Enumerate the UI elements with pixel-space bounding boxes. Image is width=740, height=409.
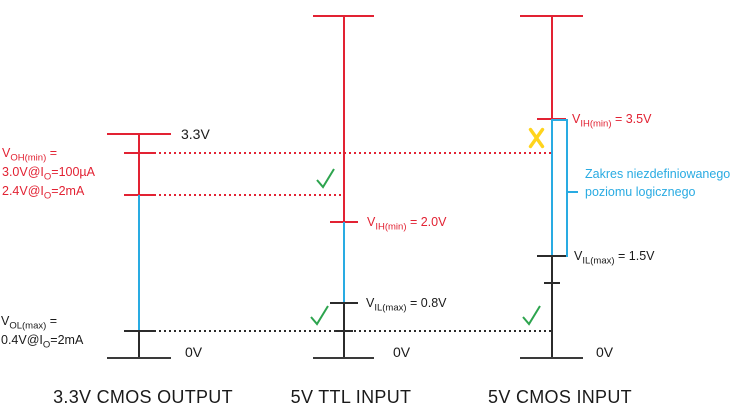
segment-high-red xyxy=(138,133,140,195)
tick-vil xyxy=(537,255,566,257)
undefined-range-bracket xyxy=(551,119,568,257)
rail-top-label: 3.3V xyxy=(181,126,210,142)
vih-label: VIH(min) = 2.0V xyxy=(367,215,447,233)
column-title-cmos5-input: 5V CMOS INPUT xyxy=(488,387,632,407)
rail-bottom-label: 0V xyxy=(393,344,411,360)
voh-line2: 3.0V@IO=100µA xyxy=(2,165,95,183)
segment-high-red xyxy=(551,15,553,119)
voh-line1: VOH(min) = xyxy=(2,146,58,164)
vil-label: VIL(max) = 0.8V xyxy=(366,296,447,314)
x-icon xyxy=(527,126,546,150)
vol-annotation: VOL(max) = 0.4V@IO=2mA xyxy=(1,312,83,350)
vih-label: VIH(min) = 3.5V xyxy=(572,112,652,130)
voh-line3: 2.4V@IO=2mA xyxy=(2,184,85,202)
guide-dotted-voh-2v4 xyxy=(139,194,345,196)
tick-voh-3v0 xyxy=(124,152,155,154)
check-icon xyxy=(307,302,331,328)
rail-bottom-0v xyxy=(107,357,171,359)
column-title-cmos33-output: 3.3V CMOS OUTPUT xyxy=(53,387,233,407)
segment-low-black xyxy=(138,331,140,358)
vil-label: VIL(max) = 1.5V xyxy=(574,249,655,267)
tick-minor xyxy=(544,282,560,284)
bracket-pointer xyxy=(568,191,578,193)
check-icon xyxy=(519,302,543,328)
rail-bottom-label: 0V xyxy=(596,344,614,360)
segment-undefined-blue xyxy=(343,222,345,302)
undefined-range-label: Zakres niezdefiniowanego poziomu logiczn… xyxy=(585,167,731,199)
vol-line2: 0.4V@IO=2mA xyxy=(1,333,84,351)
column-title-ttl5-input: 5V TTL INPUT xyxy=(290,387,412,407)
rail-bottom-0v xyxy=(520,357,583,359)
rail-bottom-0v xyxy=(313,357,374,359)
segment-low-black xyxy=(551,257,553,358)
segment-high-red xyxy=(343,15,345,222)
rail-bottom-label: 0V xyxy=(185,344,203,360)
tick-crossing xyxy=(336,330,353,332)
segment-mid-blue xyxy=(138,195,140,331)
vol-line1: VOL(max) = xyxy=(1,314,58,332)
guide-dotted-voh-3v0 xyxy=(139,152,552,154)
check-icon xyxy=(313,165,337,191)
voh-annotation: VOH(min) = 3.0V@IO=100µA 2.4V@IO=2mA xyxy=(2,144,95,201)
